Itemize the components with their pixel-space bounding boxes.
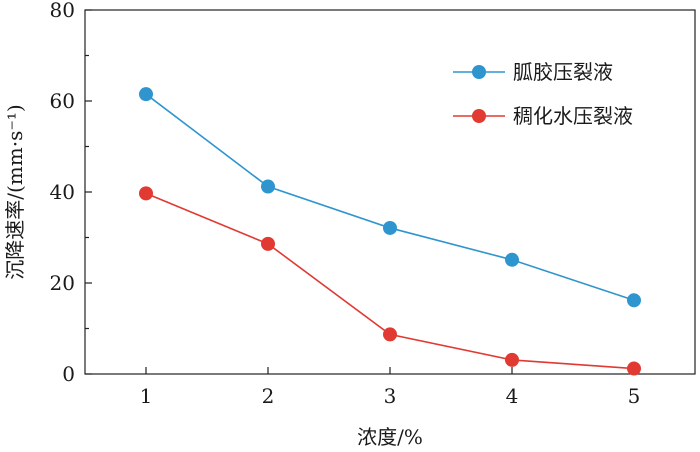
series-layer xyxy=(139,87,641,376)
x-tick-label: 5 xyxy=(628,384,641,408)
data-point-1 xyxy=(139,87,153,102)
y-axis-title: 沉降速率/(mm·s⁻¹) xyxy=(3,104,27,279)
data-point-1 xyxy=(261,179,275,194)
x-tick-label: 1 xyxy=(140,384,153,408)
data-point-1 xyxy=(627,293,641,308)
legend-label-1: 胍胶压裂液 xyxy=(513,60,613,84)
x-tick-label: 2 xyxy=(262,384,275,408)
y-tick-label: 20 xyxy=(50,271,75,295)
y-tick-label: 0 xyxy=(62,362,75,386)
data-point-1 xyxy=(505,252,519,267)
y-axis: 0 20 40 60 80 xyxy=(50,0,92,386)
legend-marker-2 xyxy=(472,109,486,123)
data-point-1 xyxy=(383,220,397,235)
x-axis: 1 2 3 4 5 xyxy=(140,367,641,408)
x-tick-label: 3 xyxy=(384,384,397,408)
data-point-2 xyxy=(261,236,275,251)
y-tick-label: 60 xyxy=(50,89,75,113)
legend-marker-1 xyxy=(472,65,486,79)
y-tick-label: 40 xyxy=(50,180,75,204)
y-tick-label: 80 xyxy=(50,0,75,22)
data-point-2 xyxy=(505,352,519,367)
data-point-2 xyxy=(627,361,641,376)
data-point-2 xyxy=(139,186,153,201)
series-line-2 xyxy=(145,192,635,370)
x-tick-label: 4 xyxy=(506,384,519,408)
legend-label-2: 稠化水压裂液 xyxy=(513,104,633,128)
data-point-2 xyxy=(383,327,397,342)
x-axis-title: 浓度/% xyxy=(357,425,423,449)
